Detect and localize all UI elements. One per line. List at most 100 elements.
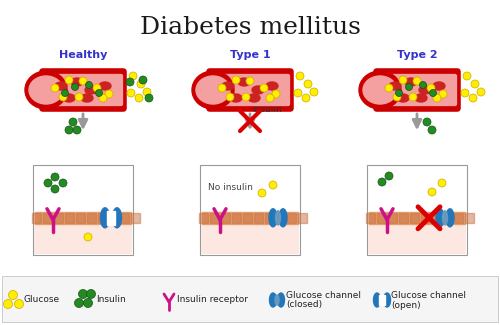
Text: (open): (open) — [391, 301, 420, 309]
Text: Insulin: Insulin — [96, 295, 126, 305]
Text: Insulin: Insulin — [252, 105, 282, 113]
Ellipse shape — [55, 82, 67, 90]
FancyBboxPatch shape — [206, 68, 294, 112]
Bar — [410, 213, 419, 223]
Bar — [54, 213, 63, 223]
Bar — [369, 212, 465, 224]
Bar — [200, 165, 300, 255]
FancyBboxPatch shape — [43, 74, 123, 106]
Circle shape — [44, 179, 52, 187]
Ellipse shape — [25, 71, 67, 109]
Circle shape — [427, 84, 435, 92]
Circle shape — [260, 84, 268, 92]
Bar — [199, 213, 208, 223]
FancyBboxPatch shape — [377, 74, 457, 106]
Bar — [33, 165, 133, 255]
Ellipse shape — [442, 211, 448, 225]
Circle shape — [430, 89, 436, 97]
Text: Glucose channel: Glucose channel — [391, 292, 466, 301]
Ellipse shape — [270, 293, 276, 307]
Ellipse shape — [359, 71, 401, 109]
Ellipse shape — [397, 94, 409, 102]
Bar — [377, 213, 386, 223]
Ellipse shape — [266, 82, 278, 90]
Ellipse shape — [192, 71, 234, 109]
Circle shape — [272, 90, 280, 98]
Bar — [76, 213, 85, 223]
Bar — [202, 212, 298, 224]
Ellipse shape — [71, 78, 83, 86]
Ellipse shape — [374, 293, 380, 307]
Circle shape — [84, 233, 92, 241]
Bar — [368, 212, 466, 254]
Circle shape — [399, 76, 407, 84]
Circle shape — [409, 93, 417, 101]
Text: Glucose channel: Glucose channel — [286, 292, 361, 301]
Text: No insulin: No insulin — [208, 183, 253, 191]
FancyBboxPatch shape — [210, 74, 290, 106]
Circle shape — [59, 93, 67, 101]
Text: Type 2: Type 2 — [396, 50, 438, 60]
Circle shape — [406, 84, 412, 90]
Ellipse shape — [276, 211, 280, 225]
Ellipse shape — [252, 86, 264, 94]
Ellipse shape — [196, 76, 230, 104]
Circle shape — [79, 77, 87, 85]
Ellipse shape — [81, 94, 93, 102]
Bar — [109, 213, 118, 223]
Ellipse shape — [363, 76, 397, 104]
Circle shape — [269, 181, 277, 189]
Bar — [443, 213, 452, 223]
Ellipse shape — [100, 208, 110, 228]
Circle shape — [105, 90, 113, 98]
Circle shape — [84, 298, 92, 307]
Bar — [379, 295, 385, 305]
Circle shape — [396, 89, 402, 97]
Bar — [32, 213, 41, 223]
Bar — [243, 213, 252, 223]
Bar — [131, 213, 140, 223]
Bar — [98, 213, 107, 223]
Text: Healthy: Healthy — [59, 50, 107, 60]
Circle shape — [413, 77, 421, 85]
Circle shape — [304, 80, 312, 88]
Circle shape — [302, 94, 310, 102]
Circle shape — [65, 126, 73, 134]
Circle shape — [461, 89, 469, 97]
Circle shape — [385, 84, 393, 92]
Circle shape — [246, 77, 254, 85]
Circle shape — [75, 93, 83, 101]
Bar — [432, 213, 441, 223]
Circle shape — [294, 89, 302, 97]
Circle shape — [135, 94, 143, 102]
Bar — [366, 213, 375, 223]
Bar — [87, 213, 96, 223]
Circle shape — [127, 89, 135, 97]
Bar — [465, 213, 474, 223]
Bar — [298, 213, 307, 223]
Text: Glucose: Glucose — [23, 295, 59, 305]
Ellipse shape — [29, 76, 63, 104]
Circle shape — [143, 88, 151, 96]
Circle shape — [428, 126, 436, 134]
Circle shape — [471, 80, 479, 88]
Circle shape — [137, 80, 145, 88]
Bar — [454, 213, 463, 223]
Ellipse shape — [269, 209, 277, 227]
Circle shape — [226, 93, 234, 101]
Circle shape — [14, 300, 24, 308]
Ellipse shape — [389, 82, 401, 90]
Bar — [43, 213, 52, 223]
Bar — [232, 213, 241, 223]
Ellipse shape — [275, 295, 279, 305]
Circle shape — [266, 94, 274, 102]
Ellipse shape — [99, 82, 111, 90]
Text: Type 1: Type 1 — [230, 50, 270, 60]
Circle shape — [310, 88, 318, 96]
Ellipse shape — [384, 293, 390, 307]
Circle shape — [232, 76, 240, 84]
Circle shape — [296, 72, 304, 80]
Bar — [421, 213, 430, 223]
Bar — [265, 213, 274, 223]
Circle shape — [385, 172, 393, 180]
